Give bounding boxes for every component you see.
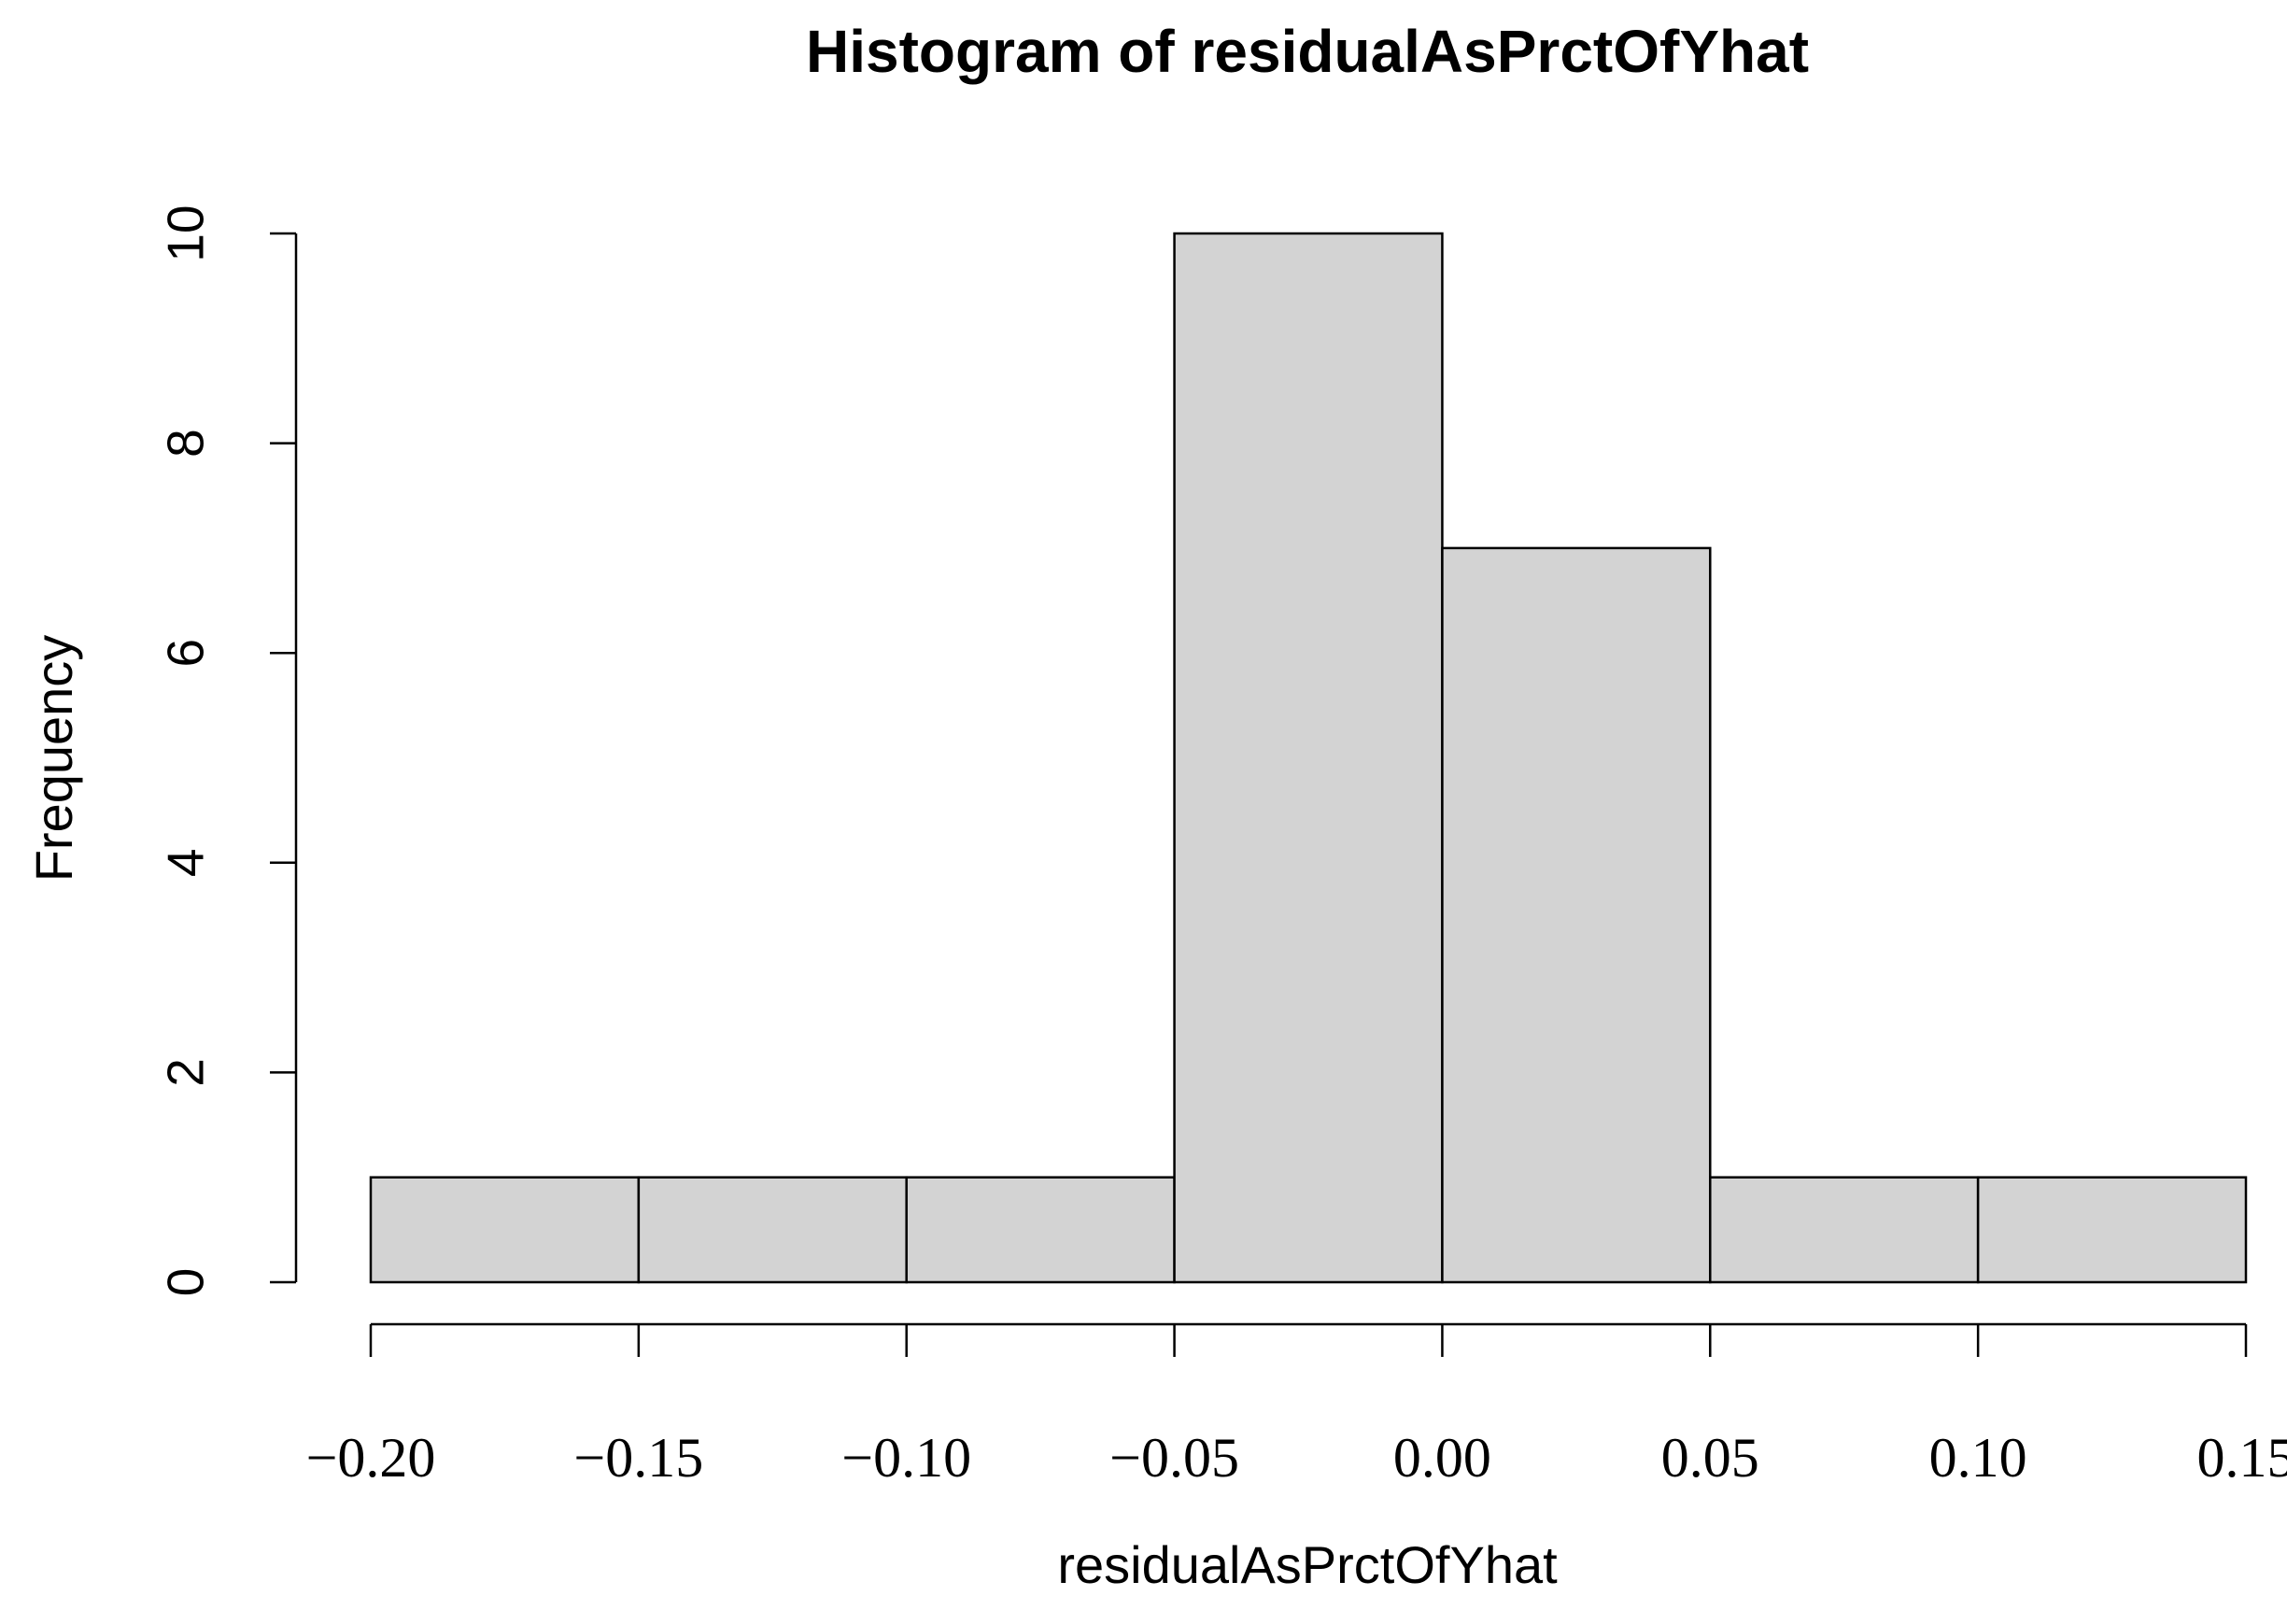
y-tick-label: 2 [157, 1058, 215, 1087]
bar [1441, 546, 1712, 1284]
bar [637, 1176, 908, 1284]
x-tick-label: −0.20 [306, 1427, 436, 1489]
x-tick-label: −0.05 [1109, 1427, 1239, 1489]
x-tick-label: 0.10 [1929, 1427, 2027, 1489]
y-tick-label: 6 [157, 639, 215, 668]
bar [1173, 232, 1444, 1284]
x-tick-label: 0.00 [1393, 1427, 1491, 1489]
chart-title: Histogram of residualAsPrctOfYhat [806, 18, 1809, 85]
x-axis-label: residualAsPrctOfYhat [1057, 1535, 1558, 1594]
y-axis-label: Frequency [24, 635, 83, 883]
bar [1709, 1176, 1980, 1284]
x-tick-label: 0.15 [2197, 1427, 2287, 1489]
y-tick-label: 4 [157, 849, 215, 878]
bar [369, 1176, 641, 1284]
bar [905, 1176, 1176, 1284]
x-tick-label: 0.05 [1661, 1427, 1759, 1489]
x-tick-label: −0.10 [841, 1427, 971, 1489]
x-tick-label: −0.15 [573, 1427, 703, 1489]
y-tick-label: 10 [157, 205, 215, 261]
y-tick-label: 0 [157, 1268, 215, 1297]
bar [1976, 1176, 2248, 1284]
y-tick-label: 8 [157, 429, 215, 458]
